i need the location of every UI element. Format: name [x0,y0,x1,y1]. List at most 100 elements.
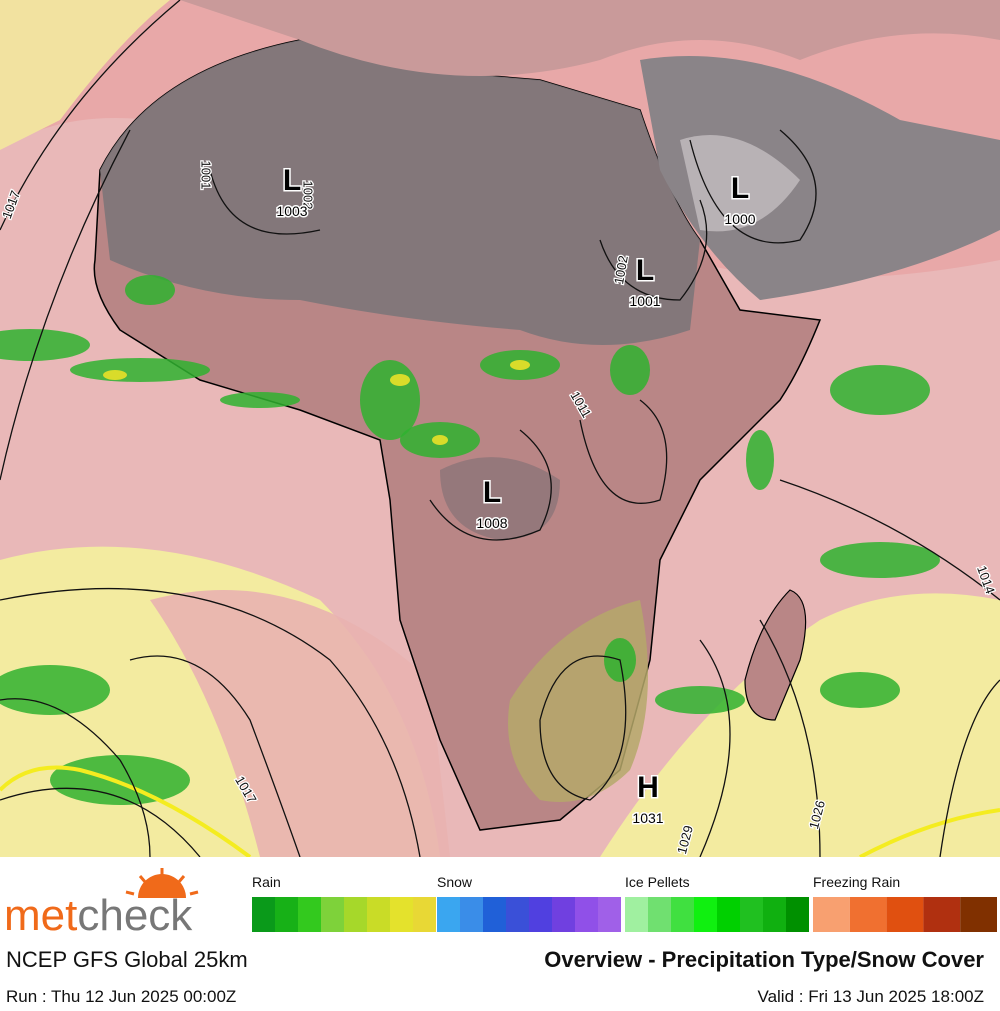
pressure-letter: L [283,164,301,197]
legend-label: Ice Pellets [625,874,690,890]
legend-swatch [367,897,390,932]
rain-area [655,686,745,714]
legend-swatch [390,897,413,932]
sun [138,874,186,898]
legend-swatch [694,897,717,932]
valid-time: Valid : Fri 13 Jun 2025 18:00Z [758,987,985,1006]
legend-swatch [344,897,367,932]
sun-rays [125,868,199,896]
heavy-rain [432,435,448,445]
legend-swatch [529,897,552,932]
isobar [0,587,421,858]
rain-area [70,358,210,382]
congo-gray [440,457,560,540]
arabia-light [680,135,800,232]
rain-area [746,430,774,490]
isobar [579,399,668,504]
pressure-value: 1008 [476,515,507,531]
isobar [759,619,821,858]
run-time: Run : Thu 12 Jun 2025 00:00Z [6,987,236,1006]
snow-line [0,765,252,859]
sahara-gray [100,40,700,345]
isobar [0,129,131,481]
south-pink-band [150,590,450,857]
map: 101710011002100210111014101710261029L100… [0,0,1000,859]
rain-area [820,542,940,578]
pressure-letter: L [731,172,749,205]
pressure-letter: L [636,254,654,287]
isobar [0,698,151,858]
legend-swatch [483,897,506,932]
legend-swatch [437,897,460,932]
legend-swatch [598,897,621,932]
legend-swatch [321,897,344,932]
legend-swatch [625,897,648,932]
isobar [0,787,201,858]
legend-label: Freezing Rain [813,874,900,890]
legend-swatch [671,897,694,932]
mid-europe [180,0,1000,76]
legend-swatch [575,897,598,932]
pressure-value: 1031 [632,810,663,826]
rain-area [220,392,300,408]
rain-area [125,275,175,305]
legend-swatch [740,897,763,932]
rain-area [50,755,190,805]
isobar [539,655,627,801]
isobar [209,169,321,235]
snow-line [859,808,1000,859]
model-name: NCEP GFS Global 25km [6,947,248,972]
heavy-rain [390,374,410,386]
legend-swatch [960,897,997,932]
isobar-label: 1002 [611,254,631,285]
isobar [939,679,1000,858]
legend-swatch [413,897,436,932]
logo-sun [125,868,199,898]
legend-swatch [763,897,786,932]
legend-swatch [886,897,924,932]
legend-swatch [786,897,809,932]
legend-swatch [275,897,298,932]
isobar [699,639,731,858]
legend-swatch [552,897,575,932]
pressure-value: 1001 [629,293,660,309]
west-yellow [0,0,170,150]
pressure-letter: L [483,476,501,509]
legend-swatch [813,897,850,932]
legend-swatch [252,897,275,932]
rain-area [610,345,650,395]
isobar [779,479,1000,601]
brand-met: met [4,891,77,940]
rain-area [830,365,930,415]
isobar-label: 1002 [301,181,316,210]
isobar [689,129,817,244]
legend-swatch [923,897,961,932]
brand-check: check [77,891,193,940]
brand: metcheck [4,891,193,940]
pressure-value: 1003 [276,203,307,219]
isobar [129,655,301,858]
legend-label: Snow [437,874,473,890]
legend-swatch [849,897,887,932]
legend-swatch [648,897,671,932]
legend-swatch [460,897,483,932]
south-yellow-east [600,593,1000,857]
legend-swatch [298,897,321,932]
pressure-letter: H [637,771,659,804]
heavy-rain [103,370,127,380]
heavy-rain [510,360,530,370]
pressure-value: 1000 [724,211,755,227]
legend: Rain Snow Ice Pellets Freezing Rain [252,874,997,932]
isobar [0,0,181,231]
arabia-gray [640,56,1000,300]
isobar-label: 1001 [199,161,214,190]
rain-area [0,665,110,715]
legend-label: Rain [252,874,281,890]
rain-area [820,672,900,708]
map-title: Overview - Precipitation Type/Snow Cover [544,947,984,972]
isobar [429,429,552,541]
rain-area [0,329,90,361]
madagascar [744,589,807,721]
